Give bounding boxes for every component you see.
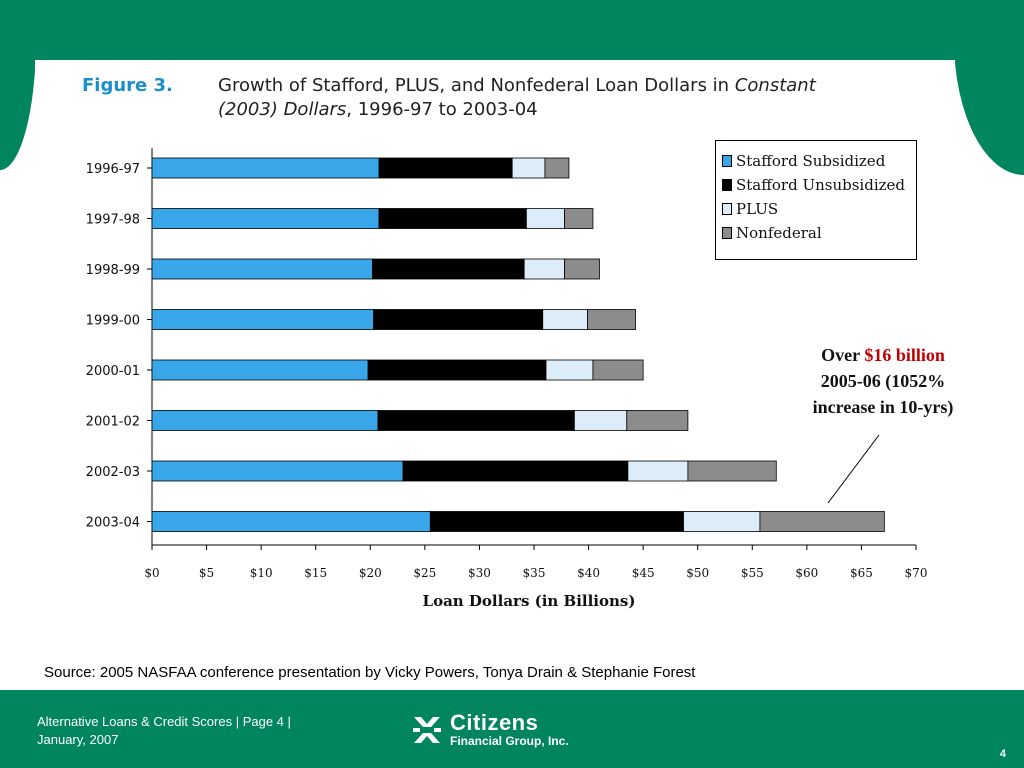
legend-swatch-1 [722, 179, 732, 191]
annotation-line2: 2005-06 (1052% [820, 371, 946, 391]
x-tick-label: $5 [199, 566, 214, 580]
bar-segment-stafford-subsidized [151, 511, 431, 532]
legend-swatch-0 [722, 155, 732, 167]
y-tick-label: 2001-02 [86, 415, 140, 430]
figure-title-line1: Growth of Stafford, PLUS, and Nonfederal… [218, 75, 735, 96]
x-tick-label: $20 [359, 566, 382, 580]
x-tick-label: $60 [795, 566, 818, 580]
legend-item-nonfederal: Nonfederal [722, 221, 916, 245]
legend-item-plus: PLUS [722, 197, 916, 221]
legend-swatch-3 [722, 227, 732, 239]
y-tick-label: 1997-98 [86, 213, 140, 228]
bar-segment-stafford-unsubsidized [402, 460, 629, 482]
figure-label: Figure 3. [82, 75, 173, 96]
bar-segment-stafford-subsidized [151, 460, 404, 482]
header-band [0, 0, 1024, 60]
annotation-prefix: Over [821, 345, 865, 365]
bar-segment-nonfederal [564, 258, 600, 280]
annotation-highlight: $16 billion [864, 345, 945, 365]
bar-segment-stafford-subsidized [151, 309, 374, 330]
figure-title-line1-italic: Constant [734, 75, 816, 96]
legend-label: Stafford Unsubsidized [736, 176, 906, 194]
annotation-line3: increase in 10-yrs) [812, 397, 954, 417]
bar-segment-plus [525, 208, 565, 229]
bar-segment-nonfederal [759, 511, 885, 532]
footer-line2: January, 2007 [37, 732, 119, 747]
legend-label: Stafford Subsidized [736, 152, 886, 170]
logo-name: Citizens [450, 710, 539, 735]
bar-segment-plus [683, 511, 761, 532]
legend-swatch-2 [722, 203, 732, 215]
chart-annotation: Over $16 billion 2005-06 (1052% increase… [790, 342, 976, 420]
bar-segment-nonfederal [564, 208, 594, 229]
footer-band [0, 690, 1024, 768]
y-tick-label: 1998-99 [86, 263, 140, 278]
x-tick-label: $45 [632, 566, 655, 580]
bar-segment-stafford-subsidized [151, 208, 380, 229]
x-tick-label: $10 [250, 566, 273, 580]
x-axis-label: Loan Dollars (in Billions) [423, 592, 636, 610]
source-citation: Source: 2005 NASFAA conference presentat… [44, 664, 696, 681]
figure-title: Figure 3. Growth of Stafford, PLUS, and N… [82, 74, 816, 122]
bar-segment-nonfederal [544, 157, 570, 179]
bar-segment-stafford-unsubsidized [378, 208, 527, 229]
footer-line1: Alternative Loans & Credit Scores | Page… [37, 714, 291, 729]
y-tick-label: 2000-01 [86, 364, 140, 379]
bar-segment-plus [627, 460, 689, 482]
x-tick-label: $0 [144, 566, 159, 580]
bar-segment-nonfederal [592, 359, 644, 381]
legend-label: PLUS [736, 200, 779, 218]
bar-segment-stafford-subsidized [151, 359, 369, 381]
bar-segment-stafford-subsidized [151, 258, 373, 280]
bar-segment-plus [542, 309, 588, 330]
bar-segment-plus [573, 410, 628, 431]
bar-segment-stafford-unsubsidized [373, 309, 544, 330]
y-tick-label: 2002-03 [86, 465, 140, 480]
x-tick-label: $50 [686, 566, 709, 580]
legend-label: Nonfederal [736, 224, 822, 242]
footer-text: Alternative Loans & Credit Scores | Page… [37, 713, 337, 749]
citizens-logo: Citizens Financial Group, Inc. [412, 712, 569, 748]
bar-segment-stafford-unsubsidized [372, 258, 525, 280]
figure-title-line2-italic: (2003) Dollars [218, 99, 347, 120]
bar-segment-stafford-subsidized [151, 157, 380, 179]
page-number: 4 [999, 748, 1006, 760]
chart-legend: Stafford Subsidized Stafford Unsubsidize… [715, 140, 917, 260]
logo-subtitle: Financial Group, Inc. [450, 734, 569, 748]
bar-segment-stafford-subsidized [151, 410, 379, 431]
x-tick-label: $30 [468, 566, 491, 580]
y-tick-label: 1996-97 [86, 162, 140, 177]
bar-segment-stafford-unsubsidized [378, 157, 513, 179]
y-tick-label: 2003-04 [86, 516, 140, 531]
legend-item-stafford-subsidized: Stafford Subsidized [722, 149, 916, 173]
citizens-logo-icon [413, 717, 441, 743]
bar-segment-plus [523, 258, 565, 280]
legend-item-stafford-unsubsidized: Stafford Unsubsidized [722, 173, 916, 197]
stacked-bar-chart: 1996-97 1997-98 1998-99 1999-00 2000-01 2001-… [86, 148, 928, 610]
bar-segment-nonfederal [687, 460, 777, 482]
bar-segment-stafford-unsubsidized [429, 511, 684, 532]
x-tick-label: $65 [850, 566, 873, 580]
annotation-pointer-line [827, 434, 880, 504]
bar-segment-plus [545, 359, 594, 381]
x-tick-label: $70 [905, 566, 928, 580]
bar-segment-nonfederal [587, 309, 636, 330]
bar-segment-stafford-unsubsidized [377, 410, 575, 431]
y-tick-label: 1999-00 [86, 314, 140, 329]
bar-segment-nonfederal [626, 410, 689, 431]
x-tick-label: $15 [304, 566, 327, 580]
figure-title-line2: , 1996-97 to 2003-04 [346, 99, 538, 120]
bar-segment-plus [511, 157, 546, 179]
x-tick-label: $55 [741, 566, 764, 580]
x-tick-label: $25 [413, 566, 436, 580]
bar-segment-stafford-unsubsidized [367, 359, 547, 381]
x-tick-label: $35 [523, 566, 546, 580]
x-tick-label: $40 [577, 566, 600, 580]
